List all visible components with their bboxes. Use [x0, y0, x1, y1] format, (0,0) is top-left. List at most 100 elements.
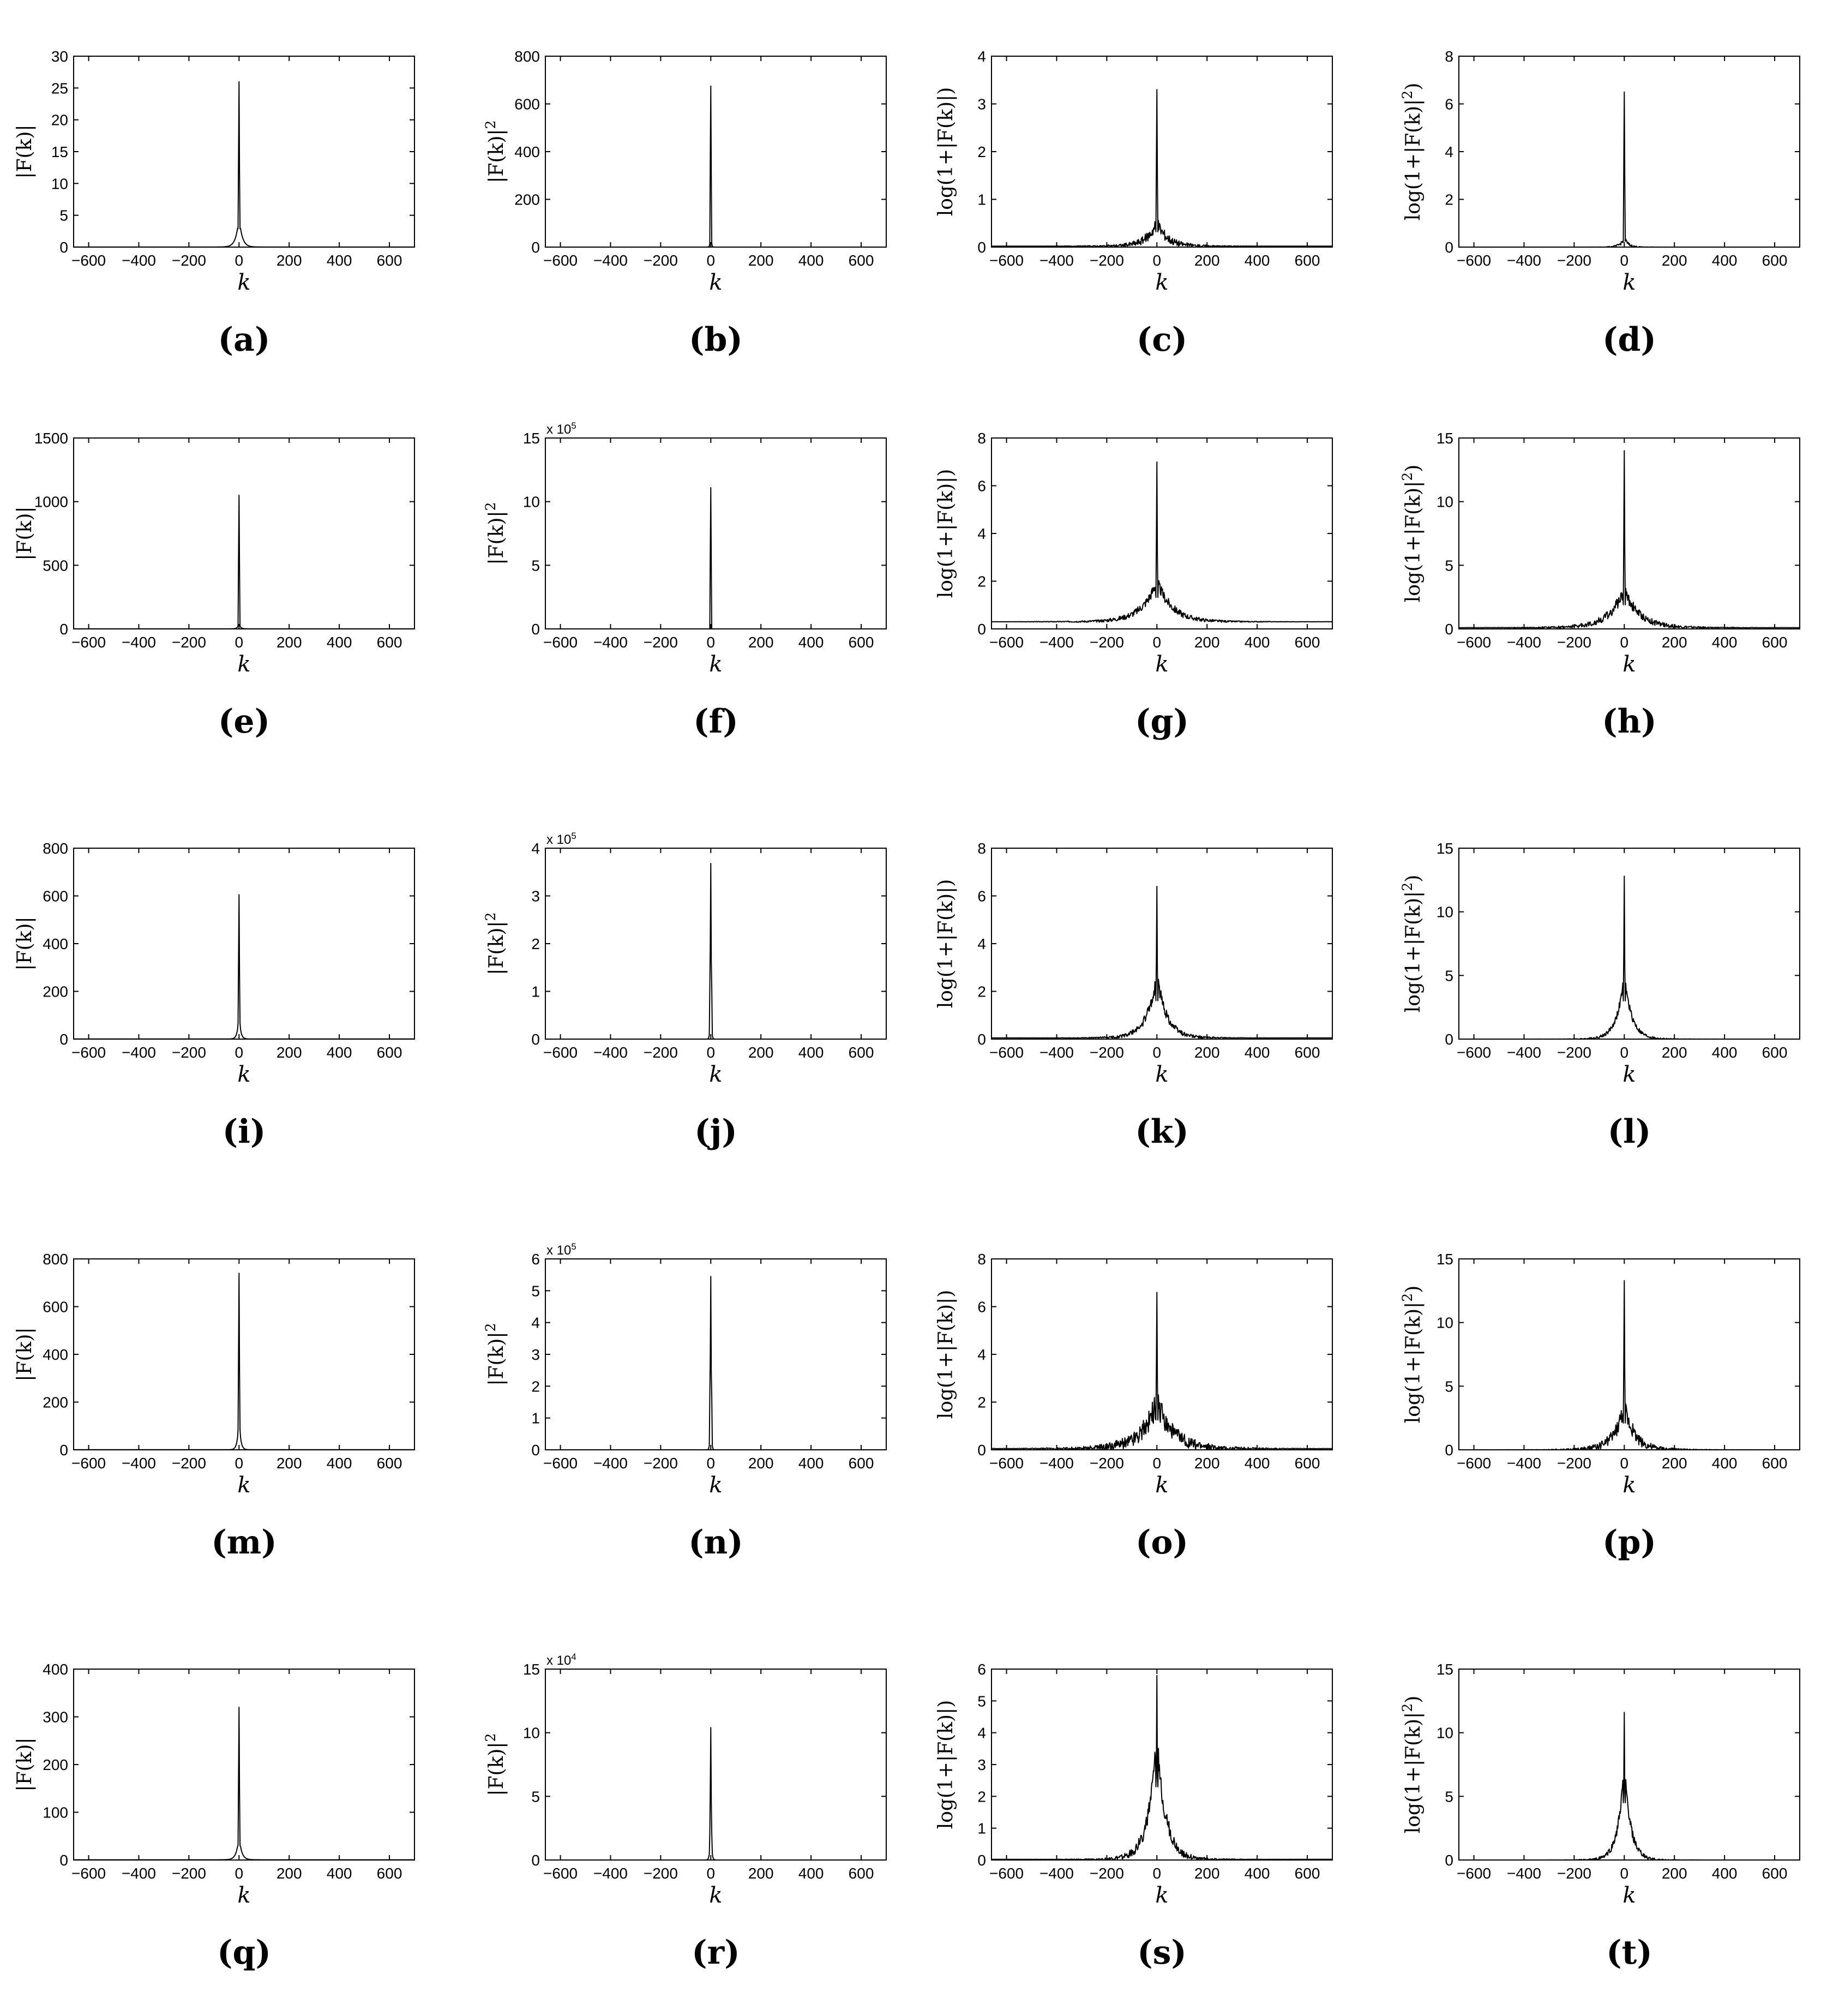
- y-axis-label: |F(k)|: [14, 506, 36, 560]
- y-tick-label: 0: [531, 1442, 540, 1459]
- x-tick-label: −400: [1039, 634, 1074, 651]
- x-tick-label: 400: [1712, 1455, 1738, 1472]
- y-tick-label: 15: [1437, 1661, 1453, 1678]
- x-tick-label: 0: [707, 1044, 716, 1061]
- x-tick-label: −200: [644, 1455, 678, 1472]
- y-tick-label: 8: [1445, 48, 1453, 65]
- x-tick-label: −400: [593, 1865, 628, 1882]
- y-tick-label: 4: [977, 525, 986, 542]
- x-tick-label: 0: [707, 1865, 716, 1882]
- panel-label: (o): [1135, 1523, 1188, 1562]
- y-axis-label: log(1+|F(k)|2): [1399, 465, 1425, 603]
- y-axis-label: log(1+|F(k)|): [935, 879, 957, 1009]
- x-tick-label: −400: [122, 1044, 156, 1061]
- panel-label: (a): [218, 321, 271, 359]
- panel-label: (p): [1602, 1523, 1656, 1562]
- y-tick-label: 600: [514, 96, 540, 113]
- y-tick-label: 400: [43, 1661, 68, 1678]
- x-tick-label: −200: [1090, 1865, 1124, 1882]
- x-tick-label: 400: [327, 252, 352, 269]
- x-tick-label: 400: [1245, 634, 1270, 651]
- y-tick-label: 0: [531, 239, 540, 256]
- x-tick-label: 200: [1194, 1455, 1220, 1472]
- y-tick-label: 6: [531, 1251, 540, 1268]
- panel-label: (n): [688, 1523, 743, 1562]
- x-tick-label: −600: [989, 252, 1024, 269]
- y-tick-label: 1: [531, 1410, 540, 1427]
- y-axis-label: |F(k)|: [14, 124, 36, 178]
- x-tick-label: −600: [543, 252, 578, 269]
- x-tick-label: 0: [1620, 1044, 1629, 1061]
- panel-label: (t): [1606, 1934, 1652, 1972]
- y-axis-label: log(1+|F(k)|2): [1399, 1286, 1425, 1424]
- x-tick-label: 200: [277, 634, 302, 651]
- y-tick-label: 0: [531, 1031, 540, 1048]
- x-tick-label: 400: [1712, 252, 1738, 269]
- x-tick-label: 200: [1662, 1044, 1687, 1061]
- x-tick-label: −600: [71, 1865, 106, 1882]
- y-tick-label: 2: [977, 1394, 986, 1411]
- x-tick-label: −600: [989, 1865, 1024, 1882]
- y-tick-label: 0: [1445, 1442, 1453, 1459]
- spectrum-line: [545, 487, 887, 629]
- x-tick-label: 0: [235, 1865, 244, 1882]
- y-tick-label: 4: [977, 1346, 986, 1363]
- x-axis-label: k: [237, 270, 250, 295]
- x-tick-label: −400: [1039, 1455, 1074, 1472]
- x-tick-label: −400: [122, 1865, 156, 1882]
- chart-panel: −600 −400 −200 0 200 400 600 0 5 10 15 x 105 k |F(k)|…: [483, 421, 887, 741]
- y-tick-label: 2: [531, 1378, 540, 1395]
- x-tick-label: −400: [1507, 1455, 1541, 1472]
- y-tick-label: 4: [977, 48, 986, 65]
- chart-panel: −600 −400 −200 0 200 400 600 0 200 400 600 800 k |F(k…: [483, 48, 887, 359]
- spectrum-line: [73, 894, 415, 1040]
- x-tick-label: −600: [989, 634, 1024, 651]
- y-axis-label: |F(k)|2: [483, 1733, 508, 1796]
- y-tick-label: 0: [977, 1442, 986, 1459]
- x-tick-label: 200: [277, 252, 302, 269]
- chart-panel: −600 −400 −200 0 200 400 600 0 5 10 15 k log(1+|F(k)…: [1399, 840, 1800, 1151]
- x-tick-label: 0: [707, 634, 716, 651]
- x-axis-label: k: [1155, 1883, 1168, 1908]
- x-tick-label: −200: [1557, 1455, 1591, 1472]
- x-tick-label: 200: [1662, 1455, 1687, 1472]
- spectrum-line: [1458, 875, 1800, 1040]
- y-tick-label: 15: [523, 430, 540, 447]
- x-tick-label: 400: [327, 1455, 352, 1472]
- plot-frame: [545, 848, 887, 1040]
- y-tick-label: 0: [1445, 1852, 1453, 1869]
- x-tick-label: −400: [122, 252, 156, 269]
- chart-panel: −600 −400 −200 0 200 400 600 0 200 400 600 800 k |F(k…: [14, 1251, 415, 1562]
- chart-panel: −600 −400 −200 0 200 400 600 0 2 4 6 8 k log(1+|F(k)|…: [935, 430, 1333, 741]
- y-tick-label: 3: [531, 888, 540, 905]
- spectrum-line: [73, 1707, 415, 1861]
- y-tick-label: 2: [531, 935, 540, 952]
- y-tick-label: 0: [1445, 621, 1453, 638]
- spectrum-line: [1458, 1280, 1800, 1450]
- x-axis-label: k: [1622, 270, 1636, 295]
- chart-panel: −600 −400 −200 0 200 400 600 0 5 10 15 k log(1+|F(k)…: [1399, 1661, 1800, 1972]
- spectrum-line: [991, 1292, 1333, 1450]
- y-tick-label: 500: [43, 557, 68, 574]
- x-tick-label: 600: [377, 634, 402, 651]
- x-tick-label: 600: [1762, 252, 1788, 269]
- x-axis-label: k: [237, 1883, 250, 1908]
- y-tick-label: 10: [51, 175, 68, 192]
- x-tick-label: −200: [172, 1455, 206, 1472]
- panel-label: (c): [1137, 321, 1187, 359]
- x-axis-label: k: [709, 1883, 722, 1908]
- x-tick-label: 200: [1194, 1865, 1220, 1882]
- y-tick-label: 10: [1437, 494, 1453, 511]
- x-tick-label: 0: [1153, 1044, 1162, 1061]
- plot-frame: [991, 1669, 1333, 1861]
- plot-frame: [991, 56, 1333, 248]
- y-multiplier: x 105: [546, 1241, 576, 1258]
- x-tick-label: 200: [748, 252, 774, 269]
- y-tick-label: 4: [977, 935, 986, 952]
- x-tick-label: −400: [1507, 1044, 1541, 1061]
- y-multiplier: x 105: [546, 831, 576, 848]
- x-tick-label: 600: [849, 1455, 874, 1472]
- x-tick-label: −600: [543, 1044, 578, 1061]
- x-tick-label: −400: [593, 252, 628, 269]
